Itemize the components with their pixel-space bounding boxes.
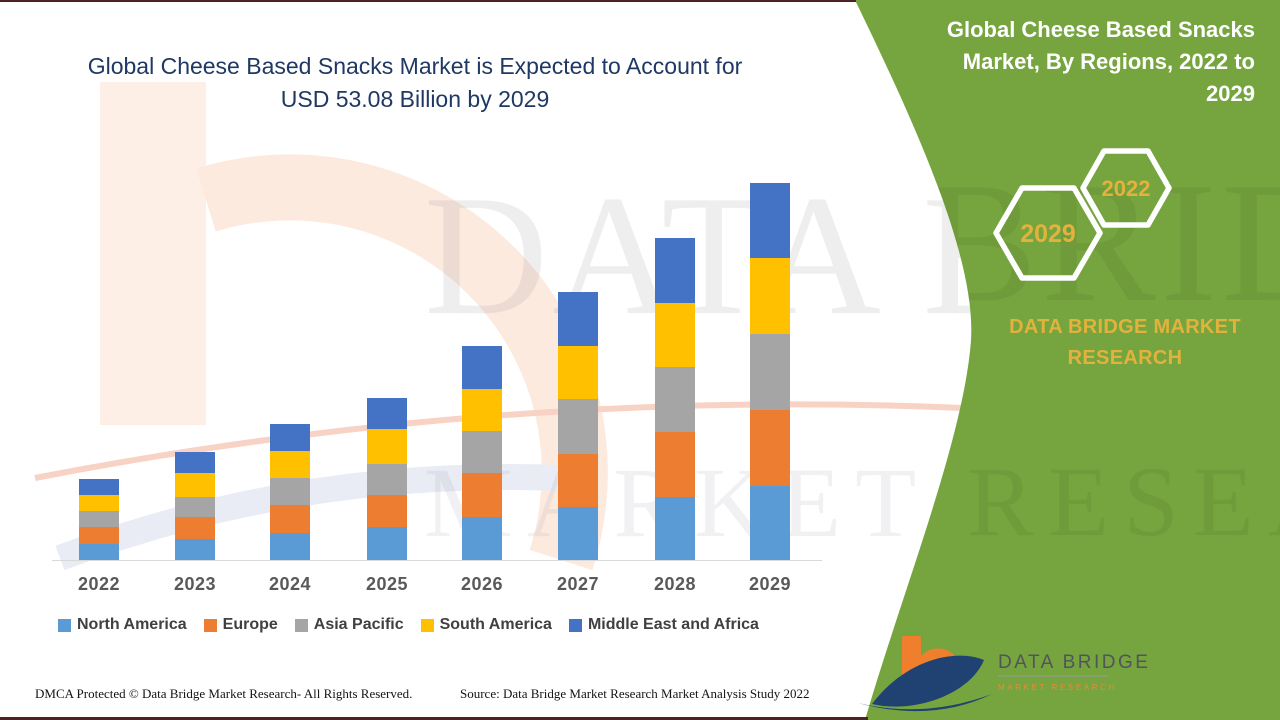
x-axis-label-2022: 2022 [77, 574, 121, 594]
bottom-edge-line [0, 717, 868, 720]
dmca-notice: DMCA Protected © Data Bridge Market Rese… [35, 686, 413, 701]
brand-text: DATA BRIDGE MARKET RESEARCH [1009, 316, 1241, 369]
bar-segment-2029-south-america [750, 258, 790, 334]
x-axis-label-2024: 2024 [268, 574, 312, 594]
legend-swatch [203, 618, 217, 632]
x-axis-label-2023: 2023 [173, 574, 217, 594]
source-note: Source: Data Bridge Market Research Mark… [460, 686, 810, 701]
green-panel-shape [855, 0, 1280, 720]
legend-item: Europe [203, 616, 278, 634]
bar-segment-2028-south-america [655, 303, 695, 367]
legend-item: South America [420, 616, 552, 634]
legend-swatch [294, 618, 308, 632]
bar-segment-2029-north-america [750, 486, 790, 560]
legend-swatch [58, 618, 71, 632]
chart-legend: North America Europe Asia Pacific South Ame… [58, 616, 759, 634]
top-edge-line [0, 0, 856, 2]
legend-swatch [420, 618, 434, 632]
legend-item: Middle East and Africa [568, 616, 759, 634]
bar-segment-2029-middle-east-and-africa [750, 183, 790, 258]
legend-item: Asia Pacific [294, 616, 404, 634]
legend-label: Middle East and Africa [587, 616, 759, 633]
legend-swatch [568, 618, 582, 632]
bar-segment-2028-middle-east-and-africa [655, 238, 695, 303]
legend-item: North America [58, 616, 187, 634]
x-axis-label-2028: 2028 [653, 574, 697, 594]
x-axis-label-2029: 2029 [748, 574, 792, 594]
legend-label: Europe [222, 616, 278, 633]
legend-label: North America [77, 616, 187, 633]
bar-segment-2029-asia-pacific [750, 334, 790, 410]
x-axis-label-2027: 2027 [556, 574, 600, 594]
panel-watermark-line1: DATA BRIDGE [424, 148, 1280, 338]
x-axis-label-2025: 2025 [365, 574, 409, 594]
legend-label: South America [439, 616, 552, 633]
page-title: Global Cheese Based Snacks Market is Exp… [87, 53, 743, 112]
bar-segment-2028-north-america [655, 497, 695, 560]
panel-title: Global Cheese Based Snacks Market, By Re… [946, 17, 1255, 106]
x-axis-label-2026: 2026 [460, 574, 504, 594]
legend-label: Asia Pacific [313, 616, 404, 633]
panel-watermark-line2: MARKET RESEARCH [424, 446, 1280, 557]
